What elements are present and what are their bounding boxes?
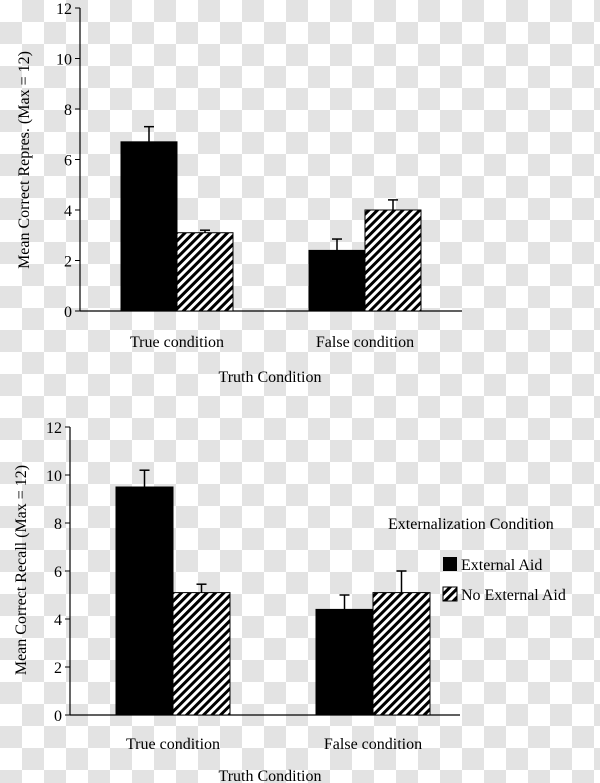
x-tick-label: False condition bbox=[324, 736, 422, 753]
legend-swatch-no-external-aid bbox=[442, 586, 458, 602]
y-tick-label: 2 bbox=[64, 254, 72, 271]
x-tick-label: True condition bbox=[126, 736, 220, 753]
chart-top: Mean Correct Repres. (Max = 12) Truth Co… bbox=[16, 1, 462, 386]
bar bbox=[315, 608, 374, 716]
bar bbox=[176, 232, 234, 312]
legend-swatch-external-aid bbox=[443, 557, 457, 571]
y-tick-label: 0 bbox=[54, 708, 62, 725]
y-tick-label: 2 bbox=[54, 660, 62, 677]
y-tick-label: 8 bbox=[54, 516, 62, 533]
y-axis-label: Mean Correct Recall (Max = 12) bbox=[13, 465, 30, 675]
y-tick-label: 12 bbox=[56, 1, 72, 18]
bar bbox=[172, 592, 231, 716]
y-tick-label: 10 bbox=[46, 468, 62, 485]
legend-label-external-aid: External Aid bbox=[461, 557, 542, 574]
bar bbox=[364, 209, 422, 312]
x-axis-label: Truth Condition bbox=[219, 768, 322, 783]
y-tick-label: 6 bbox=[54, 564, 62, 581]
y-tick-label: 4 bbox=[54, 612, 62, 629]
bar bbox=[115, 486, 174, 716]
y-tick-label: 12 bbox=[46, 420, 62, 437]
x-tick-label: True condition bbox=[130, 334, 224, 351]
y-tick-label: 8 bbox=[64, 102, 72, 119]
y-tick-label: 10 bbox=[56, 52, 72, 69]
x-tick-label: False condition bbox=[316, 334, 414, 351]
legend-title: Externalization Condition bbox=[388, 516, 554, 533]
x-axis-label: Truth Condition bbox=[219, 369, 322, 386]
bar bbox=[120, 141, 178, 312]
y-tick-label: 4 bbox=[64, 203, 72, 220]
bar bbox=[372, 592, 431, 716]
legend-label-no-external-aid: No External Aid bbox=[461, 587, 566, 604]
chart-bottom: Mean Correct Recall (Max = 12) Truth Con… bbox=[13, 420, 566, 783]
bar bbox=[308, 249, 366, 312]
y-axis-label: Mean Correct Repres. (Max = 12) bbox=[16, 51, 33, 269]
y-tick-label: 0 bbox=[64, 304, 72, 321]
y-tick-label: 6 bbox=[64, 153, 72, 170]
